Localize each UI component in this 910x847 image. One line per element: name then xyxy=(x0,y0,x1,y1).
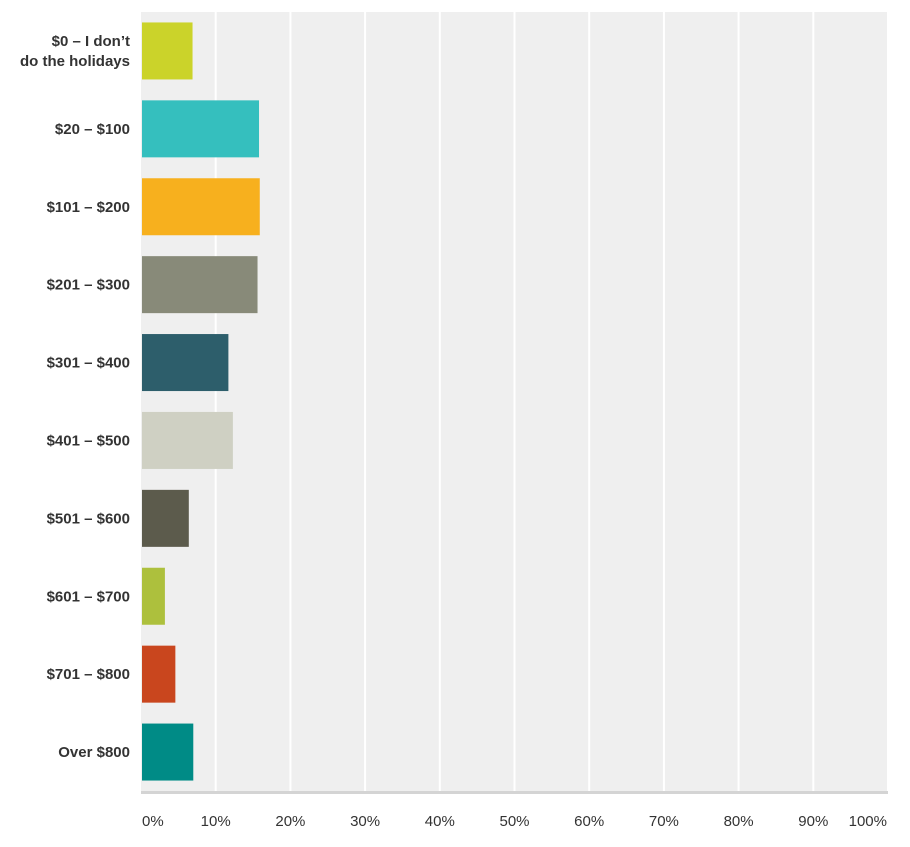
x-tick-label: 30% xyxy=(350,813,380,830)
category-labels: $0 – I don’t do the holidays $20 – $100 $10… xyxy=(20,33,130,761)
x-tick-label: 80% xyxy=(724,813,754,830)
category-label-line: $201 – $300 xyxy=(47,277,130,294)
category-label-line: $0 – I don’t xyxy=(52,33,130,50)
gridlines xyxy=(214,12,889,791)
category-label-line: $501 – $600 xyxy=(47,510,130,527)
bars xyxy=(142,22,260,781)
x-tick-label: 40% xyxy=(425,813,455,830)
x-tick-label: 90% xyxy=(798,813,828,830)
x-tick-label: 10% xyxy=(201,813,231,830)
category-label: $0 – I don’t do the holidays xyxy=(20,33,130,70)
category-label: $101 – $200 xyxy=(47,199,130,216)
category-label: $701 – $800 xyxy=(47,666,130,683)
category-label: $601 – $700 xyxy=(47,588,130,605)
bar xyxy=(142,489,189,547)
category-label: $201 – $300 xyxy=(47,277,130,294)
category-label-line: $401 – $500 xyxy=(47,432,130,449)
x-tick-label: 100% xyxy=(849,813,887,830)
bar xyxy=(142,100,260,158)
bar xyxy=(142,645,176,703)
category-label-line: do the holidays xyxy=(20,53,130,70)
category-label-line: $301 – $400 xyxy=(47,355,130,372)
x-tick-label: 60% xyxy=(574,813,604,830)
x-tick-label: 50% xyxy=(499,813,529,830)
x-tick-label: 20% xyxy=(275,813,305,830)
category-label: $20 – $100 xyxy=(55,121,130,138)
x-tick-label: 0% xyxy=(142,813,164,830)
category-label-line: $701 – $800 xyxy=(47,666,130,683)
x-tick-labels: 0% 10% 20% 30% 40% 50% 60% 70% 80% 90% 100% xyxy=(142,813,887,830)
bar xyxy=(142,178,260,236)
x-axis-line xyxy=(141,791,888,794)
category-label: $501 – $600 xyxy=(47,510,130,527)
category-label-line: Over $800 xyxy=(58,744,130,761)
category-label-line: $601 – $700 xyxy=(47,588,130,605)
category-label-line: $101 – $200 xyxy=(47,199,130,216)
category-label: $301 – $400 xyxy=(47,355,130,372)
bar xyxy=(142,723,194,781)
x-tick-label: 70% xyxy=(649,813,679,830)
bar xyxy=(142,567,165,625)
category-label: Over $800 xyxy=(58,744,130,761)
bar xyxy=(142,256,258,314)
bar xyxy=(142,411,233,469)
category-label-line: $20 – $100 xyxy=(55,121,130,138)
bar xyxy=(142,334,229,392)
bar xyxy=(142,22,193,80)
category-label: $401 – $500 xyxy=(47,432,130,449)
